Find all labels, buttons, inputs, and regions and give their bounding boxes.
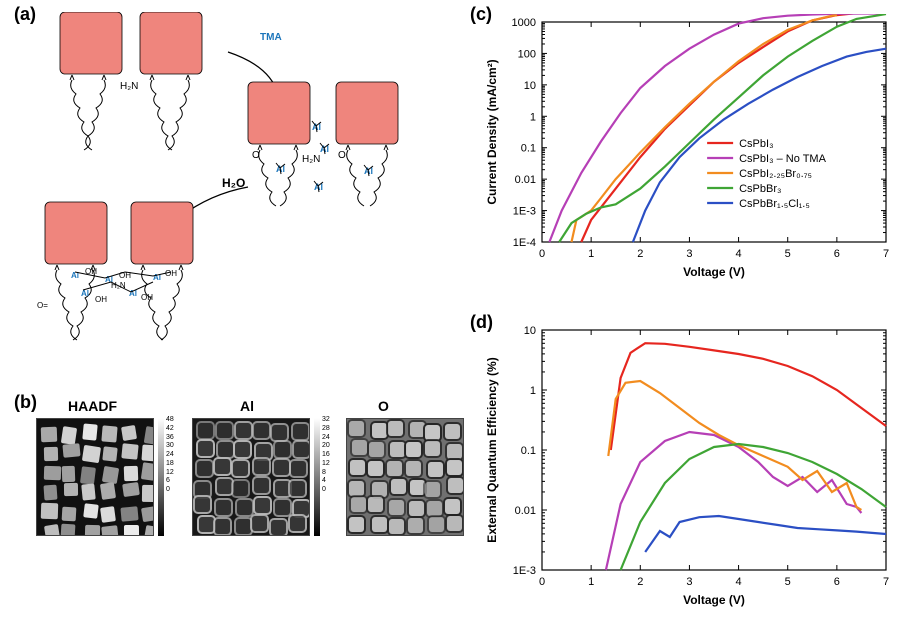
svg-text:10: 10	[524, 325, 536, 337]
svg-text:CsPbBr₃: CsPbBr₃	[739, 183, 781, 195]
h2o-label: H₂O	[222, 176, 245, 190]
colorbar-ticks-0: 4842363024181260	[166, 416, 174, 495]
svg-text:100: 100	[518, 48, 536, 60]
nh2-label: H₂N	[120, 81, 138, 92]
micrograph-title-2: O	[378, 398, 389, 414]
micrograph-haadf	[36, 418, 154, 536]
svg-text:Al: Al	[81, 289, 89, 298]
svg-text:1: 1	[588, 248, 594, 260]
micrograph-al	[192, 418, 310, 536]
svg-text:1E-4: 1E-4	[513, 237, 536, 249]
chart-d: 0 1 2 3 4 5 6 7 1E-3 0.01 0.1 1 10 Voltage (V) Externa…	[480, 322, 896, 612]
svg-text:2: 2	[637, 248, 643, 260]
svg-text:0: 0	[539, 248, 545, 260]
svg-text:4: 4	[736, 248, 742, 260]
svg-text:Current Density (mA/cm²): Current Density (mA/cm²)	[485, 59, 499, 204]
svg-text:1000: 1000	[512, 17, 536, 29]
svg-text:O=: O=	[37, 301, 48, 310]
svg-text:3: 3	[686, 248, 692, 260]
svg-text:5: 5	[785, 576, 791, 588]
svg-text:1E-3: 1E-3	[513, 565, 536, 577]
svg-text:2: 2	[637, 576, 643, 588]
svg-text:1: 1	[588, 576, 594, 588]
svg-text:External Quantum Efficiency (%: External Quantum Efficiency (%)	[485, 357, 499, 542]
micrograph-title-1: Al	[240, 398, 254, 414]
svg-text:0.1: 0.1	[521, 445, 536, 457]
colorbar-al	[314, 418, 320, 536]
svg-text:7: 7	[883, 576, 889, 588]
colorbar-ticks-1: 322824201612840	[322, 416, 330, 495]
svg-text:OH: OH	[95, 295, 107, 304]
svg-text:6: 6	[834, 248, 840, 260]
panel-b-label: (b)	[14, 392, 37, 413]
svg-text:10: 10	[524, 80, 536, 92]
svg-text:7: 7	[883, 248, 889, 260]
micrograph-title-0: HAADF	[68, 398, 117, 414]
svg-text:O: O	[338, 150, 346, 161]
colorbar-haadf	[158, 418, 164, 536]
svg-text:OH: OH	[165, 269, 177, 278]
svg-text:1E-3: 1E-3	[513, 206, 536, 218]
panel-a-diagram: H₂N TMA AlAl AlAl Al H₂N OO H₂O	[30, 12, 440, 372]
svg-text:0: 0	[539, 576, 545, 588]
svg-text:OH: OH	[141, 293, 153, 302]
svg-text:CsPbI₂.₂₅Br₀.₇₅: CsPbI₂.₂₅Br₀.₇₅	[739, 168, 812, 180]
micrograph-o	[346, 418, 464, 536]
svg-text:CsPbI₃ – No TMA: CsPbI₃ – No TMA	[739, 153, 826, 165]
svg-text:3: 3	[686, 576, 692, 588]
svg-text:4: 4	[736, 576, 742, 588]
svg-text:5: 5	[785, 248, 791, 260]
svg-text:Voltage (V): Voltage (V)	[683, 593, 745, 607]
svg-text:1: 1	[530, 111, 536, 123]
svg-text:O: O	[252, 150, 260, 161]
svg-text:0.01: 0.01	[515, 174, 536, 186]
svg-text:CsPbI₃: CsPbI₃	[739, 138, 773, 150]
svg-text:0.01: 0.01	[515, 505, 536, 517]
svg-text:H₂N: H₂N	[302, 154, 320, 165]
tma-label: TMA	[260, 32, 282, 43]
svg-text:0.1: 0.1	[521, 143, 536, 155]
svg-text:CsPbBr₁.₅Cl₁.₅: CsPbBr₁.₅Cl₁.₅	[739, 198, 810, 210]
chart-c: 0 1 2 3 4 5 6 7 1E-4 1E-3 0.01 0.1 1 10 100 1000 Voltage…	[480, 14, 896, 284]
svg-text:6: 6	[834, 576, 840, 588]
svg-text:1: 1	[530, 385, 536, 397]
svg-text:Voltage (V): Voltage (V)	[683, 265, 745, 279]
